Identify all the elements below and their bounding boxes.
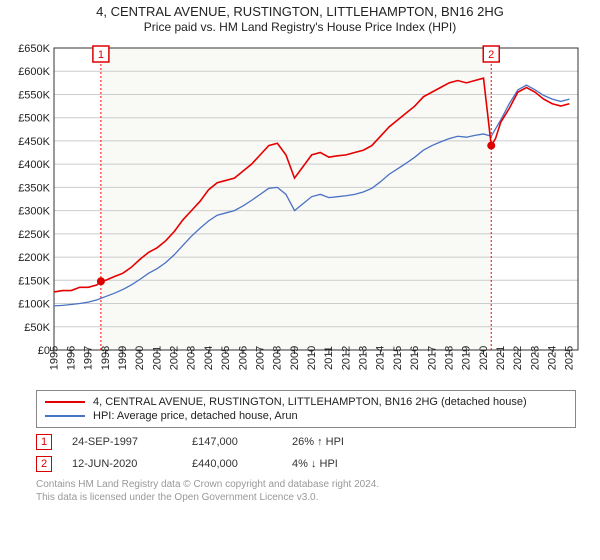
legend-label: 4, CENTRAL AVENUE, RUSTINGTON, LITTLEHAM… — [93, 396, 527, 408]
x-axis-label: 2014 — [375, 346, 387, 370]
chart-title: 4, CENTRAL AVENUE, RUSTINGTON, LITTLEHAM… — [0, 4, 600, 19]
transaction-row: 1 24-SEP-1997£147,00026% ↑ HPI — [36, 434, 576, 450]
x-axis-label: 2006 — [237, 346, 249, 370]
legend-label: HPI: Average price, detached house, Arun — [93, 410, 298, 422]
title-block: 4, CENTRAL AVENUE, RUSTINGTON, LITTLEHAM… — [0, 0, 600, 36]
legend-row: HPI: Average price, detached house, Arun — [45, 409, 567, 423]
x-axis-label: 2010 — [306, 346, 318, 370]
y-axis-label: £250K — [18, 229, 50, 241]
y-axis-label: £50K — [24, 322, 50, 334]
x-axis-label: 2012 — [340, 346, 352, 370]
transaction-badge: 1 — [36, 434, 52, 450]
transaction-pct: 4% ↓ HPI — [292, 458, 392, 470]
y-axis-label: £600K — [18, 66, 50, 78]
footer-line: Contains HM Land Registry data © Crown c… — [36, 478, 576, 491]
legend-swatch — [45, 415, 85, 417]
legend: 4, CENTRAL AVENUE, RUSTINGTON, LITTLEHAM… — [36, 390, 576, 428]
line-chart: £0£50K£100K£150K£200K£250K£300K£350K£400… — [8, 40, 588, 380]
x-axis-label: 2015 — [392, 346, 404, 370]
x-axis-label: 2016 — [409, 346, 421, 370]
y-axis-label: £100K — [18, 299, 50, 311]
x-axis-label: 2024 — [547, 346, 559, 370]
transaction-row: 2 12-JUN-2020£440,0004% ↓ HPI — [36, 456, 576, 472]
x-axis-label: 2000 — [134, 346, 146, 370]
marker-dot — [97, 277, 105, 285]
transaction-date: 24-SEP-1997 — [72, 436, 192, 448]
marker-badge-text: 1 — [98, 49, 104, 61]
shade-band — [101, 48, 491, 350]
legend-swatch — [45, 401, 85, 403]
x-axis-label: 2008 — [272, 346, 284, 370]
marker-badge-text: 2 — [488, 49, 494, 61]
transaction-date: 12-JUN-2020 — [72, 458, 192, 470]
marker-dot — [487, 142, 495, 150]
x-axis-label: 2018 — [443, 346, 455, 370]
x-axis-label: 2009 — [289, 346, 301, 370]
footer: Contains HM Land Registry data © Crown c… — [36, 478, 576, 504]
y-axis-label: £450K — [18, 136, 50, 148]
chart-subtitle: Price paid vs. HM Land Registry's House … — [0, 20, 600, 34]
x-axis-label: 2021 — [495, 346, 507, 370]
x-axis-label: 2004 — [203, 346, 215, 370]
x-axis-label: 2022 — [512, 346, 524, 370]
y-axis-label: £550K — [18, 89, 50, 101]
y-axis-label: £150K — [18, 275, 50, 287]
transaction-price: £147,000 — [192, 436, 292, 448]
y-axis-label: £350K — [18, 182, 50, 194]
legend-row: 4, CENTRAL AVENUE, RUSTINGTON, LITTLEHAM… — [45, 395, 567, 409]
x-axis-label: 2002 — [169, 346, 181, 370]
x-axis-label: 1998 — [100, 346, 112, 370]
transaction-pct: 26% ↑ HPI — [292, 436, 392, 448]
x-axis-label: 1997 — [83, 346, 95, 370]
x-axis-label: 1999 — [117, 346, 129, 370]
transactions-table: 1 24-SEP-1997£147,00026% ↑ HPI 2 12-JUN-202… — [36, 434, 576, 472]
x-axis-label: 2003 — [186, 346, 198, 370]
transaction-price: £440,000 — [192, 458, 292, 470]
x-axis-label: 1996 — [65, 346, 77, 370]
x-axis-label: 2001 — [151, 346, 163, 370]
chart-container: 4, CENTRAL AVENUE, RUSTINGTON, LITTLEHAM… — [0, 0, 600, 504]
plot-area: £0£50K£100K£150K£200K£250K£300K£350K£400… — [8, 40, 588, 380]
x-axis-label: 2013 — [358, 346, 370, 370]
x-axis-label: 2019 — [461, 346, 473, 370]
transaction-badge: 2 — [36, 456, 52, 472]
x-axis-label: 2020 — [478, 346, 490, 370]
y-axis-label: £400K — [18, 159, 50, 171]
x-axis-label: 2017 — [426, 346, 438, 370]
y-axis-label: £200K — [18, 252, 50, 264]
y-axis-label: £300K — [18, 206, 50, 218]
x-axis-label: 2005 — [220, 346, 232, 370]
footer-line: This data is licensed under the Open Gov… — [36, 491, 576, 504]
x-axis-label: 2025 — [564, 346, 576, 370]
y-axis-label: £500K — [18, 113, 50, 125]
x-axis-label: 2023 — [529, 346, 541, 370]
y-axis-label: £650K — [18, 43, 50, 55]
x-axis-label: 2007 — [254, 346, 266, 370]
